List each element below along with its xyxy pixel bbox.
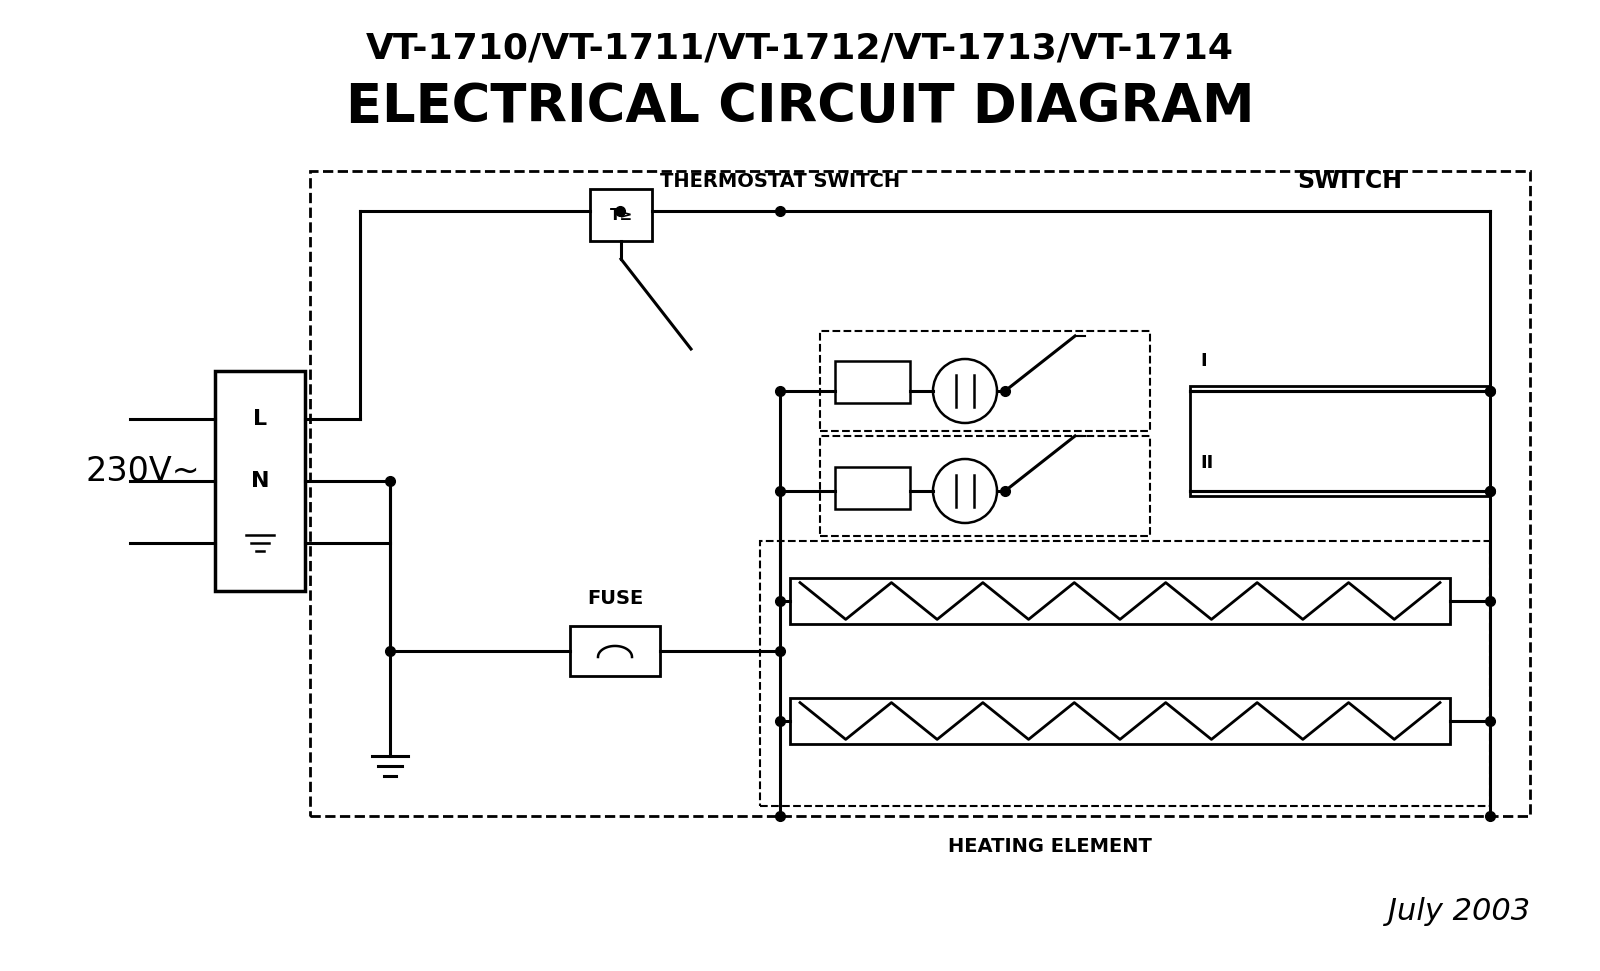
Bar [835,467,910,509]
Bar [819,331,1150,431]
Text: HEATING ELEMENT: HEATING ELEMENT [949,836,1152,855]
Text: 230V~: 230V~ [85,454,200,487]
Text: THERMOSTAT SWITCH: THERMOSTAT SWITCH [661,172,901,190]
Text: L: L [253,410,267,429]
Text: N: N [251,471,269,491]
Bar [835,361,910,403]
Bar [570,626,661,676]
Bar [310,171,1530,816]
Bar [819,436,1150,536]
Bar [590,189,653,241]
Text: II: II [1200,454,1213,472]
Text: July 2003: July 2003 [1387,896,1530,925]
Text: I: I [1200,352,1206,370]
Text: SWITCH: SWITCH [1298,169,1403,193]
Text: FUSE: FUSE [587,588,643,608]
Circle shape [933,459,997,523]
Text: VT-1710/VT-1711/VT-1712/VT-1713/VT-1714: VT-1710/VT-1711/VT-1712/VT-1713/VT-1714 [366,31,1234,65]
Bar [1190,386,1490,496]
Bar [790,698,1450,744]
Bar [790,578,1450,624]
Circle shape [933,359,997,423]
Bar [214,371,306,591]
Bar [760,541,1490,806]
Text: T≥: T≥ [610,208,632,222]
Text: ELECTRICAL CIRCUIT DIAGRAM: ELECTRICAL CIRCUIT DIAGRAM [346,81,1254,133]
